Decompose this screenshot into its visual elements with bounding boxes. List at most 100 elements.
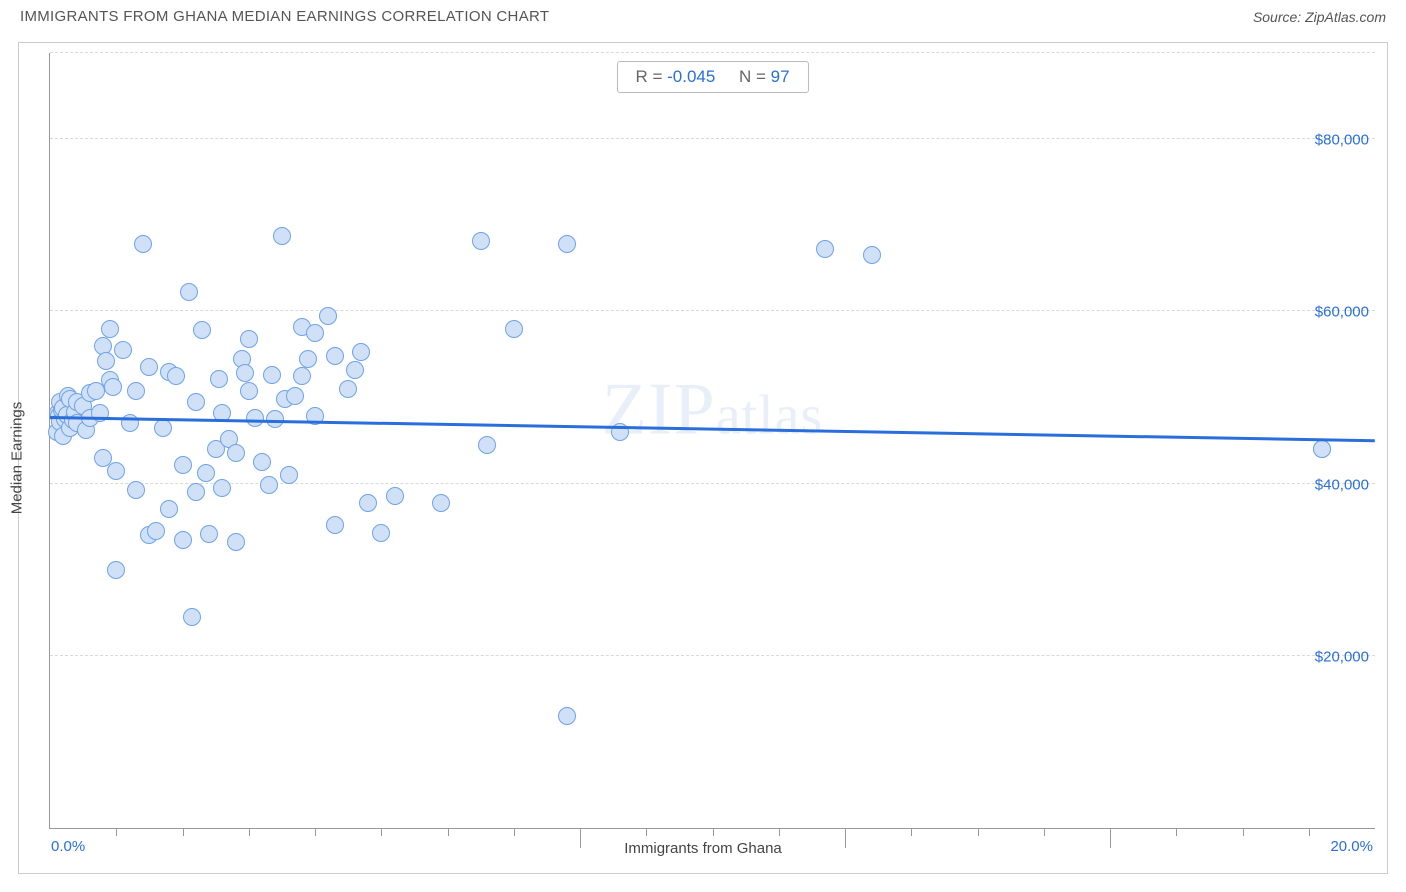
scatter-point <box>127 382 145 400</box>
stats-box: R = -0.045 N = 97 <box>616 61 808 93</box>
x-minor-tick <box>779 828 780 836</box>
scatter-point <box>187 393 205 411</box>
x-minor-tick <box>381 828 382 836</box>
x-minor-tick <box>448 828 449 836</box>
scatter-point <box>1313 440 1331 458</box>
scatter-point <box>386 487 404 505</box>
scatter-point <box>293 367 311 385</box>
grid-line <box>50 655 1375 656</box>
source-attribution: Source: ZipAtlas.com <box>1253 9 1386 25</box>
x-minor-tick <box>183 828 184 836</box>
n-label: N = <box>739 67 771 86</box>
scatter-point <box>97 352 115 370</box>
x-minor-tick <box>249 828 250 836</box>
r-value: -0.045 <box>667 67 715 86</box>
scatter-point <box>140 358 158 376</box>
grid-line <box>50 310 1375 311</box>
y-tick-label: $20,000 <box>1315 648 1369 665</box>
scatter-point <box>197 464 215 482</box>
scatter-point <box>174 531 192 549</box>
scatter-point <box>326 516 344 534</box>
scatter-point <box>127 481 145 499</box>
x-minor-tick <box>116 828 117 836</box>
scatter-point <box>319 307 337 325</box>
scatter-point <box>104 378 122 396</box>
x-minor-tick <box>1044 828 1045 836</box>
scatter-point <box>478 436 496 454</box>
scatter-point <box>816 240 834 258</box>
y-tick-label: $60,000 <box>1315 304 1369 321</box>
scatter-point <box>260 476 278 494</box>
x-minor-tick <box>315 828 316 836</box>
scatter-point <box>863 246 881 264</box>
page-title: IMMIGRANTS FROM GHANA MEDIAN EARNINGS CO… <box>20 8 549 25</box>
scatter-point <box>210 370 228 388</box>
scatter-point <box>227 533 245 551</box>
scatter-point <box>346 361 364 379</box>
scatter-point <box>273 227 291 245</box>
scatter-point <box>432 494 450 512</box>
grid-line <box>50 483 1375 484</box>
scatter-point <box>107 561 125 579</box>
grid-line <box>50 138 1375 139</box>
scatter-point <box>505 320 523 338</box>
trend-line <box>50 416 1375 442</box>
y-axis-label: Median Earnings <box>9 402 26 515</box>
scatter-point <box>253 453 271 471</box>
chart-container: Median Earnings Immigrants from Ghana 0.… <box>18 42 1388 874</box>
scatter-point <box>306 324 324 342</box>
scatter-point <box>154 419 172 437</box>
x-axis-label: Immigrants from Ghana <box>624 840 782 857</box>
y-tick-label: $40,000 <box>1315 476 1369 493</box>
plot-area: ZIPatlas R = -0.045 N = 97 $20,000 $40,00… <box>49 53 1375 829</box>
x-major-tick <box>580 828 581 848</box>
scatter-point <box>160 500 178 518</box>
x-major-tick <box>1110 828 1111 848</box>
x-minor-tick <box>1176 828 1177 836</box>
scatter-point <box>372 524 390 542</box>
scatter-point <box>174 456 192 474</box>
scatter-point <box>339 380 357 398</box>
grid-line <box>50 52 1375 53</box>
scatter-point <box>236 364 254 382</box>
n-value: 97 <box>771 67 790 86</box>
scatter-point <box>167 367 185 385</box>
x-minor-tick <box>911 828 912 836</box>
scatter-point <box>246 409 264 427</box>
scatter-point <box>326 347 344 365</box>
scatter-point <box>200 525 218 543</box>
scatter-point <box>114 341 132 359</box>
scatter-point <box>107 462 125 480</box>
scatter-point <box>558 707 576 725</box>
source-name: ZipAtlas.com <box>1305 9 1386 25</box>
scatter-point <box>180 283 198 301</box>
x-major-tick <box>845 828 846 848</box>
scatter-point <box>101 320 119 338</box>
scatter-point <box>213 479 231 497</box>
y-tick-label: $80,000 <box>1315 132 1369 149</box>
scatter-point <box>558 235 576 253</box>
x-minor-tick <box>646 828 647 836</box>
x-tick-max: 20.0% <box>1330 838 1373 855</box>
scatter-point <box>240 330 258 348</box>
scatter-point <box>263 366 281 384</box>
x-minor-tick <box>1309 828 1310 836</box>
scatter-point <box>240 382 258 400</box>
x-minor-tick <box>514 828 515 836</box>
x-minor-tick <box>713 828 714 836</box>
scatter-point <box>187 483 205 501</box>
scatter-point <box>472 232 490 250</box>
watermark: ZIPatlas <box>602 367 824 452</box>
scatter-point <box>193 321 211 339</box>
scatter-point <box>286 387 304 405</box>
scatter-point <box>280 466 298 484</box>
scatter-point <box>299 350 317 368</box>
scatter-point <box>359 494 377 512</box>
x-minor-tick <box>1243 828 1244 836</box>
scatter-point <box>183 608 201 626</box>
scatter-point <box>227 444 245 462</box>
x-tick-min: 0.0% <box>51 838 85 855</box>
x-minor-tick <box>978 828 979 836</box>
scatter-point <box>352 343 370 361</box>
r-label: R = <box>635 67 667 86</box>
